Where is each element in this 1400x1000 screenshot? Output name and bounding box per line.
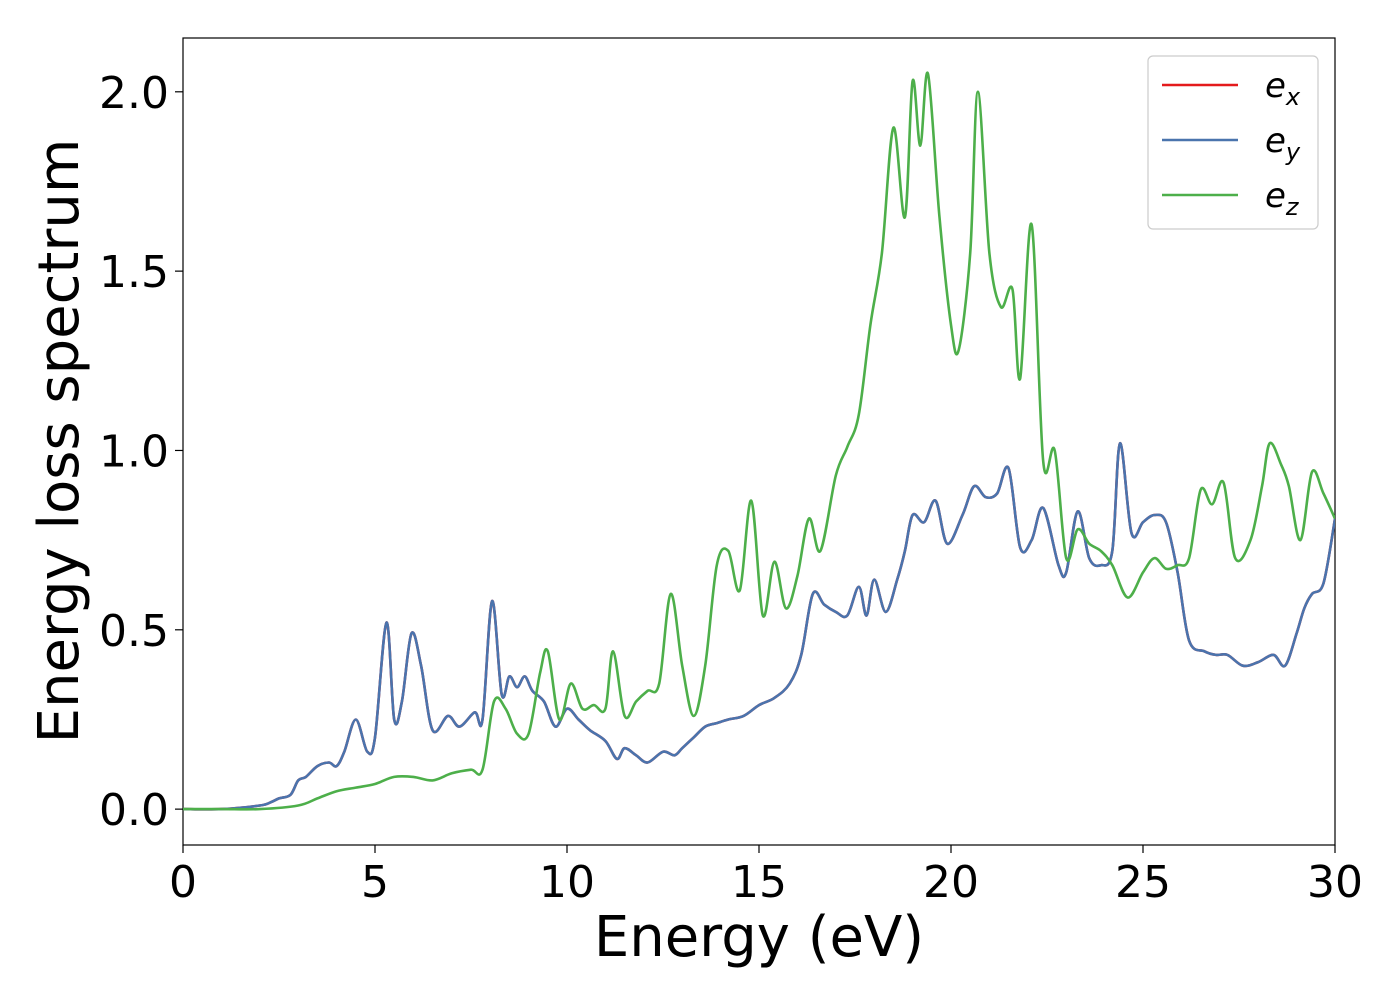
legend-box bbox=[1147, 55, 1319, 230]
x-tick-label: 5 bbox=[361, 857, 389, 908]
series-line-e_y bbox=[183, 441, 1335, 811]
legend: ex ey ez bbox=[1147, 55, 1319, 230]
y-tick-label: 0.0 bbox=[99, 785, 169, 836]
x-tick-label: 25 bbox=[1115, 857, 1171, 908]
y-axis-title: Energy loss spectrum bbox=[27, 139, 92, 744]
y-tick-label: 1.5 bbox=[99, 247, 169, 298]
x-tick-label: 15 bbox=[731, 857, 787, 908]
legend-label-e_y: ey bbox=[1265, 121, 1301, 166]
legend-label-e_x: ex bbox=[1265, 66, 1301, 111]
axes-layer: 0 5 10 15 20 25 30 0.0 0.5 1.0 1.5 2.0 bbox=[99, 68, 1363, 908]
y-tick-label: 0.5 bbox=[99, 606, 169, 657]
x-axis-title: Energy (eV) bbox=[594, 905, 924, 970]
series-line-e_z bbox=[183, 71, 1335, 811]
x-tick-label: 20 bbox=[923, 857, 979, 908]
x-tick-label: 10 bbox=[539, 857, 595, 908]
legend-label-e_z: ez bbox=[1265, 176, 1300, 221]
x-tick-label: 30 bbox=[1307, 857, 1363, 908]
series-layer bbox=[183, 71, 1335, 811]
y-tick-label: 1.0 bbox=[99, 426, 169, 477]
y-tick-label: 2.0 bbox=[99, 68, 169, 119]
x-tick-label: 0 bbox=[169, 857, 197, 908]
